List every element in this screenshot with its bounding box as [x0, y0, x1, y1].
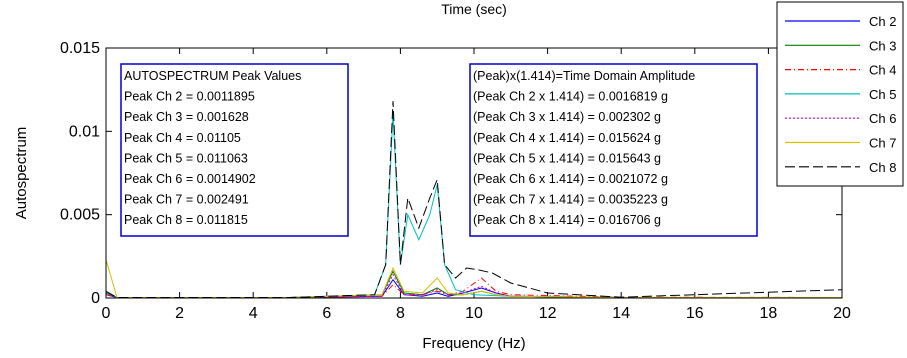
- legend-label: Ch 7: [869, 136, 896, 151]
- annotation-line: (Peak Ch 8 x 1.414) = 0.016706 g: [473, 213, 661, 227]
- annotation-line: (Peak Ch 5 x 1.414) = 0.015643 g: [473, 151, 661, 165]
- annotation-line: Peak Ch 6 = 0.0014902: [124, 172, 256, 186]
- axis-ticks: 0 2 4 6 8 10 12 14 16 18 20 0 0.005 0.01 0.015: [60, 40, 851, 322]
- annotation-box-left-box: [120, 63, 349, 237]
- x-tick-label: 10: [465, 305, 483, 322]
- y-tick-label: 0.015: [60, 40, 100, 57]
- legend-label: Ch 8: [869, 160, 896, 175]
- annotation-line: Peak Ch 5 = 0.011063: [124, 151, 248, 165]
- annotation-line: (Peak Ch 7 x 1.414) = 0.0035223 g: [473, 193, 668, 207]
- annotation-boxes: AUTOSPECTRUM Peak Values Peak Ch 2 = 0.00…: [120, 63, 758, 237]
- x-tick-label: 12: [539, 305, 557, 322]
- annotation-line: (Peak Ch 6 x 1.414) = 0.0021072 g: [473, 172, 668, 186]
- annotation-line: Peak Ch 4 = 0.01105: [124, 131, 241, 145]
- series-line-ch-8: [105, 101, 843, 298]
- x-axis-label: Frequency (Hz): [422, 335, 525, 352]
- legend-label: Ch 6: [869, 111, 896, 126]
- y-tick-label: 0.005: [60, 207, 100, 224]
- series-line-ch-6: [105, 273, 842, 298]
- legend-label: Ch 3: [869, 38, 896, 53]
- x-tick-label: 6: [322, 305, 331, 322]
- y-tick-label: 0.01: [69, 123, 100, 140]
- x-tick-label: 20: [833, 305, 851, 322]
- x-tick-label: 2: [175, 305, 184, 322]
- annotation-line: Peak Ch 7 = 0.002491: [124, 193, 249, 207]
- annotation-line: Peak Ch 3 = 0.001628: [124, 110, 249, 124]
- annotation-line: (Peak Ch 3 x 1.414) = 0.002302 g: [473, 110, 661, 124]
- annotation-box-right-box: [469, 63, 758, 237]
- legend-label: Ch 4: [869, 63, 896, 78]
- legend-label: Ch 5: [869, 87, 896, 102]
- annotation-line: AUTOSPECTRUM Peak Values: [124, 69, 301, 83]
- y-axis-label: Autospectrum: [13, 127, 30, 220]
- y-tick-label: 0: [91, 290, 100, 307]
- x-tick-label: 18: [760, 305, 778, 322]
- x-tick-label: 0: [102, 305, 111, 322]
- annotation-line: Peak Ch 8 = 0.011815: [124, 213, 248, 227]
- legend[interactable]: Ch 2 Ch 3 Ch 4 Ch 5 Ch 6 Ch 7 Ch 8: [776, 1, 904, 187]
- annotation-line: (Peak Ch 4 x 1.414) = 0.015624 g: [473, 131, 661, 145]
- series-line-ch-4: [105, 277, 843, 298]
- legend-label: Ch 2: [869, 14, 896, 29]
- annotation-line: (Peak)x(1.414)=Time Domain Amplitude: [473, 69, 695, 83]
- x-tick-label: 16: [686, 305, 704, 322]
- x-tick-label: 8: [396, 305, 405, 322]
- x-tick-label: 14: [612, 305, 630, 322]
- top-label: Time (sec): [441, 1, 507, 17]
- series-line-ch-2: [105, 278, 842, 298]
- series-lines: [105, 101, 843, 298]
- annotation-line: (Peak Ch 2 x 1.414) = 0.0016819 g: [473, 90, 668, 104]
- x-tick-label: 4: [249, 305, 258, 322]
- annotation-line: Peak Ch 2 = 0.0011895: [124, 90, 255, 104]
